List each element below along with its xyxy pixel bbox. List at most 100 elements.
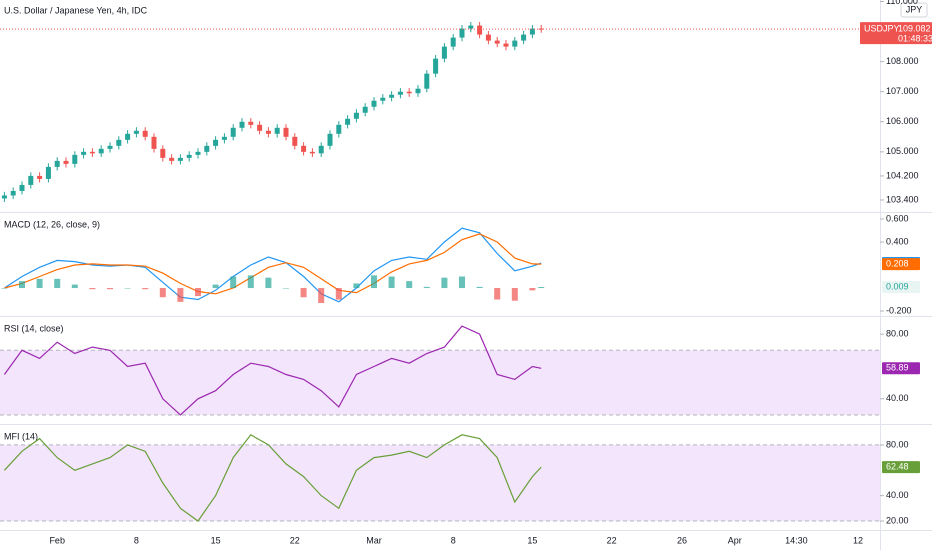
chart-title: U.S. Dollar / Japanese Yen, 4h, IDC	[4, 5, 148, 15]
candle-body	[345, 118, 351, 125]
candle-body	[529, 28, 535, 35]
histogram-bar	[1, 288, 8, 289]
candle-body	[133, 130, 139, 134]
candle-body	[301, 145, 307, 152]
indicator-line	[4, 233, 542, 295]
last-value: 58.89	[886, 363, 909, 373]
candle-body	[248, 121, 254, 125]
candle-body	[81, 151, 87, 155]
y-tick-label: 80.00	[886, 439, 909, 449]
histogram-bar	[230, 276, 237, 289]
candle-body	[309, 151, 315, 154]
x-tick-label: 15	[211, 535, 221, 545]
last-price: 109.082	[898, 23, 931, 33]
x-tick-label: 14:30	[785, 535, 808, 545]
histogram-bar	[353, 283, 360, 289]
histogram-bar	[335, 288, 342, 300]
candle-body	[485, 34, 491, 41]
histogram-bar	[265, 277, 272, 289]
y-tick-label: 20.00	[886, 515, 909, 525]
last-value-box	[882, 258, 920, 271]
y-tick-label: 80.00	[886, 329, 909, 339]
last-value: 0.009	[886, 281, 909, 291]
histogram-bar	[142, 288, 149, 290]
candle-body	[477, 25, 483, 35]
candle-body	[353, 112, 359, 119]
histogram-bar	[371, 275, 377, 289]
candle-body	[195, 151, 201, 155]
candle-body	[380, 97, 386, 101]
y-tick-label: 0.600	[886, 213, 909, 223]
candle-body	[371, 100, 377, 107]
candle-body	[283, 127, 289, 137]
histogram-bar	[54, 278, 61, 289]
histogram-bar	[36, 278, 43, 289]
candle-body	[415, 88, 421, 94]
symbol: USDJPY	[864, 23, 900, 33]
candle-body	[204, 145, 210, 152]
last-value-box	[882, 280, 920, 293]
pane-title: MACD (12, 26, close, 9)	[4, 219, 100, 229]
histogram-bar	[19, 281, 25, 289]
candle-body	[450, 37, 456, 47]
histogram-bar	[107, 288, 113, 290]
band-fill	[0, 444, 880, 521]
candle-body	[292, 136, 298, 146]
candle-body	[441, 46, 447, 59]
candle-body	[107, 145, 113, 149]
y-tick-label: 103.400	[886, 194, 919, 204]
candle-body	[512, 40, 518, 47]
candle-body	[63, 160, 69, 164]
histogram-bar	[406, 281, 413, 289]
band-fill	[0, 350, 880, 415]
y-tick-label: 40.00	[886, 393, 909, 403]
histogram-bar	[247, 275, 254, 289]
candle-body	[265, 130, 271, 134]
histogram-bar	[476, 286, 483, 289]
histogram-bar	[300, 288, 307, 298]
countdown: 01:48:33	[898, 33, 932, 43]
candle-body	[54, 160, 60, 167]
candle-body	[336, 124, 342, 134]
x-tick-label: 26	[677, 535, 687, 545]
candle-body	[257, 124, 263, 131]
last-value: 0.208	[886, 258, 909, 268]
candle-body	[433, 58, 439, 74]
candle-body	[459, 28, 465, 38]
histogram-bar	[177, 288, 184, 302]
histogram-bar	[318, 288, 325, 303]
histogram-bar	[212, 284, 219, 289]
candle-body	[72, 154, 78, 164]
candle-body	[362, 106, 368, 113]
indicator-line	[3, 434, 542, 522]
y-tick-label: -0.200	[886, 305, 912, 315]
candle-body	[538, 28, 544, 30]
histogram-bar	[388, 276, 395, 289]
y-tick-label: 40.00	[886, 490, 909, 500]
candle-body	[424, 73, 430, 89]
x-tick-label: 15	[527, 535, 537, 545]
pane-title: RSI (14, close)	[4, 323, 64, 333]
candle-body	[160, 148, 166, 158]
candle-body	[37, 175, 43, 179]
candle-body	[503, 43, 509, 47]
y-tick-label: 0.400	[886, 236, 909, 246]
y-tick-label: 110.000	[886, 0, 918, 6]
candle-body	[10, 190, 16, 196]
currency[interactable]: JPY	[906, 4, 923, 14]
currency-box[interactable]	[900, 2, 928, 18]
x-tick-label: Mar	[366, 535, 382, 545]
last-price-box	[860, 22, 932, 45]
candle-body	[89, 151, 95, 154]
x-tick-label: 8	[451, 535, 456, 545]
candle-body	[468, 25, 474, 29]
histogram-bar	[89, 288, 96, 290]
candle-body	[521, 34, 527, 41]
histogram-bar	[494, 288, 501, 300]
candle-body	[406, 91, 412, 94]
histogram-bar	[159, 288, 166, 298]
x-tick-label: 12	[853, 535, 863, 545]
candle-body	[186, 154, 192, 158]
last-value: 62.48	[886, 462, 909, 472]
